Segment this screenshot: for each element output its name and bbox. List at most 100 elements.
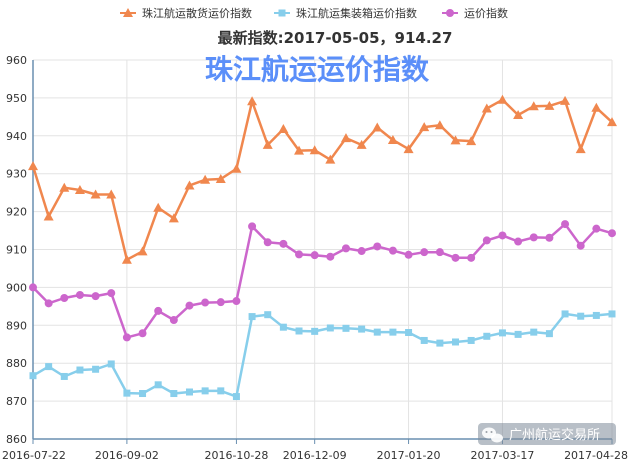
data-point-circle (122, 333, 131, 342)
data-point-triangle (168, 213, 179, 223)
wechat-bubble-icon (482, 427, 503, 443)
data-point-circle (435, 248, 444, 257)
data-point-square (123, 389, 131, 397)
y-tick-label: 900 (6, 281, 27, 294)
data-point-triangle (74, 184, 85, 194)
data-point-circle (185, 301, 194, 310)
legend-item: 运价指数 (442, 6, 508, 20)
data-point-circle (107, 289, 116, 298)
data-point-circle (514, 237, 523, 246)
data-point-square (139, 390, 147, 398)
data-point-square (405, 329, 413, 337)
data-point-circle (232, 297, 241, 306)
data-point-circle (446, 9, 454, 17)
data-point-triangle (481, 103, 492, 113)
chart-legend: 珠江航运散货运价指数 珠江航运集装箱运价指数 运价指数 (120, 6, 508, 20)
data-point-square (29, 372, 37, 380)
y-tick-label: 950 (6, 92, 27, 105)
data-point-square (45, 363, 53, 371)
data-point-square (452, 338, 460, 346)
legend-label: 运价指数 (464, 6, 508, 20)
x-axis: 2016-07-22 2016-09-02 2016-10-28 2016-12-09… (2, 438, 628, 462)
data-point-circle (91, 292, 100, 301)
y-tick-label: 880 (6, 357, 27, 370)
legend-label: 珠江航运集装箱运价指数 (296, 6, 417, 20)
data-point-square (577, 312, 585, 320)
data-point-triangle (309, 145, 320, 155)
data-point-triangle (262, 139, 273, 149)
data-point-circle (529, 233, 538, 242)
data-point-triangle (544, 100, 555, 110)
data-point-square (483, 332, 491, 340)
data-point-triangle (43, 211, 54, 221)
data-point-square (545, 330, 553, 338)
data-point-square (436, 339, 444, 347)
data-point-triangle (215, 174, 226, 184)
legend-label: 珠江航运散货运价指数 (142, 6, 252, 20)
data-point-square (264, 311, 272, 319)
watermark-text: 广州航运交易所 (509, 427, 600, 443)
data-point-circle (279, 239, 288, 248)
x-tick-label: 2016-10-28 (204, 449, 268, 462)
data-point-triangle (356, 139, 367, 149)
x-tick-label: 2017-01-20 (377, 449, 441, 462)
data-point-triangle (278, 123, 289, 133)
data-point-circle (498, 231, 507, 240)
series-line (32, 312, 613, 398)
data-point-circle (357, 247, 366, 256)
data-point-square (60, 372, 68, 380)
watermark: 广州航运交易所 (478, 423, 616, 445)
data-point-triangle (466, 136, 477, 146)
data-point-square (107, 360, 115, 368)
data-point-circle (608, 229, 616, 238)
series-line (32, 222, 613, 339)
data-point-square (76, 366, 84, 374)
data-point-triangle (106, 189, 117, 199)
data-point-circle (404, 250, 413, 259)
data-point-circle (310, 251, 319, 260)
data-point-circle (295, 250, 304, 259)
y-tick-label: 890 (6, 319, 27, 332)
data-point-circle (373, 242, 382, 251)
data-point-circle (60, 294, 69, 303)
data-point-circle (263, 238, 272, 247)
data-point-square (154, 381, 162, 389)
series-group (28, 94, 617, 264)
data-point-circle (326, 252, 335, 261)
data-point-square (185, 388, 193, 396)
y-axis: 860 870 880 890 900 910 920 930 940 950 960 (6, 54, 34, 446)
legend-item: 珠江航运集装箱运价指数 (274, 6, 417, 20)
data-point-triangle (90, 189, 101, 199)
data-point-square (608, 310, 616, 318)
chart-series (28, 94, 617, 401)
data-point-circle (201, 298, 210, 307)
data-point-circle (420, 248, 429, 257)
data-point-circle (451, 253, 460, 262)
data-point-triangle (123, 8, 133, 17)
data-point-square (279, 323, 287, 331)
data-point-square (295, 327, 303, 335)
data-point-square (358, 325, 366, 333)
data-point-triangle (325, 154, 336, 164)
data-point-circle (248, 222, 257, 231)
data-point-square (201, 387, 209, 395)
data-point-triangle (419, 122, 430, 132)
data-point-circle (467, 253, 476, 262)
y-tick-label: 940 (6, 130, 27, 143)
data-point-circle (138, 329, 147, 338)
data-point-triangle (184, 180, 195, 190)
data-point-square (514, 330, 522, 338)
y-tick-label: 960 (6, 54, 27, 67)
data-point-triangle (200, 174, 211, 184)
data-point-triangle (294, 145, 305, 155)
watermark-backdrop (478, 423, 616, 445)
data-point-square (373, 328, 381, 336)
y-tick-label: 930 (6, 168, 27, 181)
data-point-triangle (137, 246, 148, 256)
data-point-triangle (560, 95, 571, 105)
data-point-square (389, 328, 397, 336)
data-point-square (248, 313, 256, 321)
data-point-circle (44, 299, 53, 308)
chart-grid (32, 59, 613, 440)
